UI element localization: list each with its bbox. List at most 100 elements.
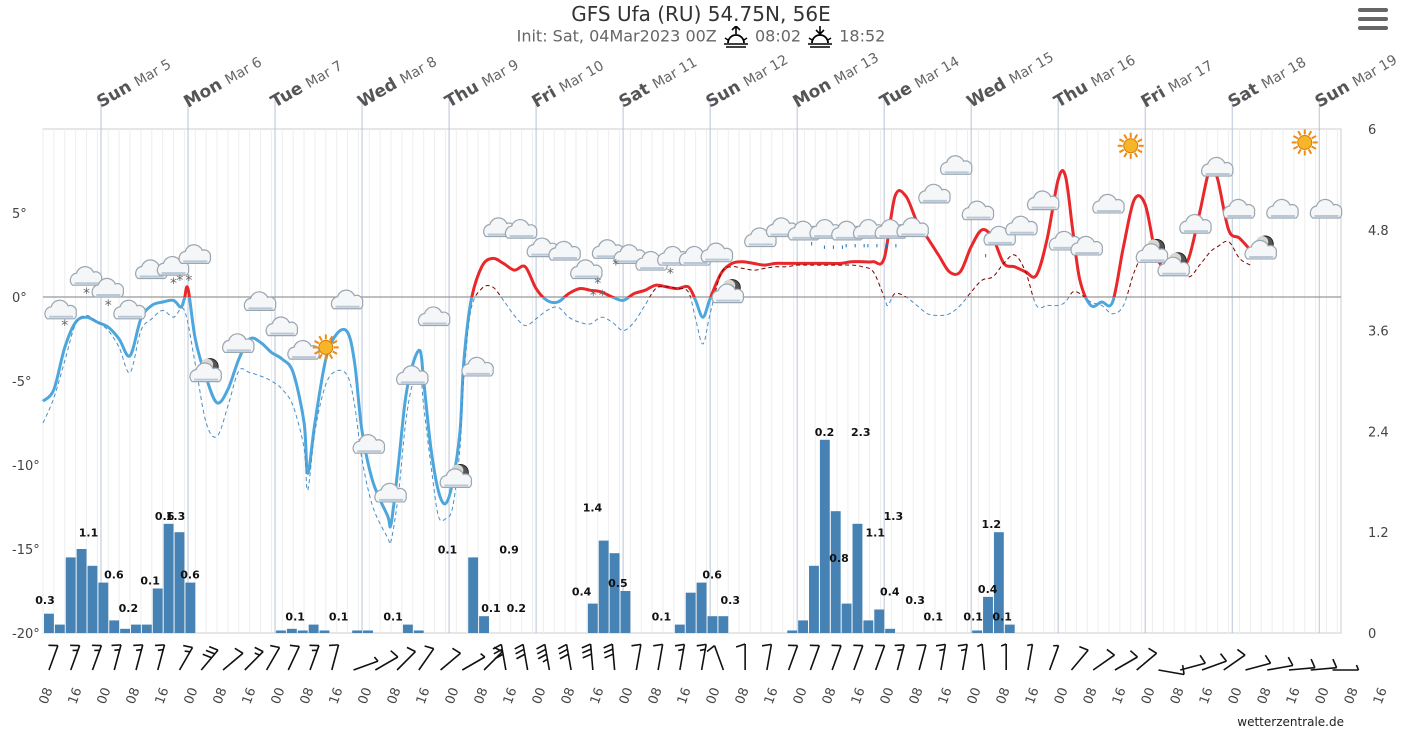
precip-bar	[109, 620, 120, 633]
x-tick-label: 16	[936, 686, 956, 707]
x-tick-label: 00	[1226, 686, 1246, 707]
wind-barb-icon	[154, 644, 166, 671]
cloud-icon	[156, 255, 190, 276]
precip-label: 1.1	[79, 527, 99, 540]
wind-barb-icon	[976, 643, 986, 671]
day-label: Tue Mar 7	[268, 55, 346, 112]
y-left-tick-label: -20°	[12, 627, 40, 642]
wind-barb-icon	[674, 643, 686, 671]
wind-barb-icon	[1136, 647, 1158, 671]
temperature-line-warm	[183, 162, 1252, 297]
day-label: Fri Mar 10	[529, 55, 608, 112]
wind-barb-icon	[916, 644, 927, 671]
precip-bar	[185, 582, 196, 633]
precip-label: 0.6	[104, 569, 124, 582]
wind-barb-icon	[1245, 654, 1272, 671]
wind-barb-icon	[396, 646, 417, 671]
precip-bar	[479, 616, 489, 633]
precip-label: 1.2	[982, 518, 1002, 531]
y-left-tick-label: 5°	[12, 207, 27, 222]
cloud-icon	[461, 356, 494, 377]
day-label-date: Mar 15	[1007, 49, 1057, 87]
init-time: Init: Sat, 04Mar2023 00Z	[516, 26, 717, 46]
precip-bar	[993, 532, 1004, 633]
wind-barb-icon	[874, 644, 886, 671]
day-label-date: Mar 18	[1259, 54, 1309, 92]
precip-label: 0.2	[507, 602, 527, 615]
day-label-date: Mar 10	[557, 58, 607, 96]
precip-bar	[620, 591, 631, 633]
wind-barb-icon	[935, 643, 947, 671]
cloud-icon	[1092, 193, 1125, 214]
x-tick-label: 16	[501, 686, 521, 707]
precip-bar	[587, 603, 598, 633]
precip-label: 0.1	[140, 574, 160, 587]
menu-icon[interactable]	[1358, 8, 1388, 34]
precip-label: 0.1	[924, 611, 944, 624]
precip-bar	[163, 523, 174, 633]
precip-label: 0.1	[481, 602, 501, 615]
x-tick-label: 16	[327, 686, 347, 707]
precip-label: 0.6	[155, 510, 175, 523]
x-tick-label: 16	[588, 686, 608, 707]
day-label-date: Mar 17	[1166, 58, 1216, 96]
wind-barb-icon	[200, 645, 219, 671]
x-tick-label: 08	[211, 686, 231, 707]
day-label: Fri Mar 17	[1138, 55, 1217, 112]
x-tick-label: 00	[617, 686, 637, 707]
wind-barb-icon	[557, 643, 572, 671]
wind-barb-icon	[287, 644, 301, 671]
wind-barb-icon	[853, 644, 864, 671]
sunset-icon	[808, 26, 833, 48]
sun-icon	[1291, 129, 1318, 156]
x-tick-label: 00	[1313, 686, 1333, 707]
precip-label: 0.1	[652, 611, 672, 624]
cloud-icon	[548, 240, 581, 261]
precip-label: 0.8	[829, 552, 849, 565]
cloud-icon	[374, 482, 407, 503]
precip-label: 0.6	[702, 569, 722, 582]
rain-icon: '	[984, 252, 987, 266]
wind-barb-icon	[178, 644, 194, 671]
x-tick-label: 08	[124, 686, 144, 707]
cloud-icon	[91, 277, 125, 298]
wind-barb-icon	[48, 644, 59, 671]
day-label-date: Mar 13	[832, 50, 882, 88]
wind-barb-icon	[111, 644, 122, 671]
precip-bar	[319, 630, 330, 633]
y-right-tick-label: 1.2	[1368, 526, 1389, 541]
day-label: Thu Mar 9	[442, 54, 523, 112]
precip-bar	[863, 620, 874, 633]
dewpoint-line-cold	[42, 297, 1128, 545]
cloud-icon	[1200, 156, 1234, 177]
y-left-tick-label: -5°	[12, 375, 31, 390]
wind-barbs	[48, 643, 1360, 676]
y-right-tick-label: 4.8	[1368, 224, 1389, 239]
wind-barb-icon	[1310, 658, 1338, 671]
cloud-icon	[396, 365, 429, 385]
wind-barb-icon	[1158, 665, 1185, 676]
precip-bar	[852, 523, 863, 633]
precip-bar	[297, 630, 308, 633]
precip-label: 0.2	[815, 426, 835, 439]
day-label: Mon Mar 13	[790, 47, 883, 112]
rain-icon: '	[884, 242, 887, 256]
precip-bar	[707, 616, 718, 633]
day-label: Thu Mar 16	[1051, 50, 1139, 113]
x-tick-label: 08	[820, 686, 840, 707]
precip-label: 0.1	[438, 543, 458, 556]
snow-icon: *	[599, 288, 606, 304]
precip-label: 0.6	[180, 569, 200, 582]
precip-bars	[44, 439, 1015, 633]
precip-bar	[98, 582, 109, 633]
x-tick-label: 16	[1197, 686, 1217, 707]
x-tick-label: 00	[356, 686, 376, 707]
x-tick-label: 00	[1139, 686, 1159, 707]
wind-barb-icon	[514, 643, 529, 671]
cloud-icon	[243, 291, 277, 311]
precip-label: 0.1	[383, 611, 403, 624]
cloud-icon	[896, 217, 929, 238]
wind-barb-icon	[244, 646, 264, 671]
wind-barb-icon	[1223, 648, 1246, 671]
snow-icon: *	[61, 318, 68, 334]
